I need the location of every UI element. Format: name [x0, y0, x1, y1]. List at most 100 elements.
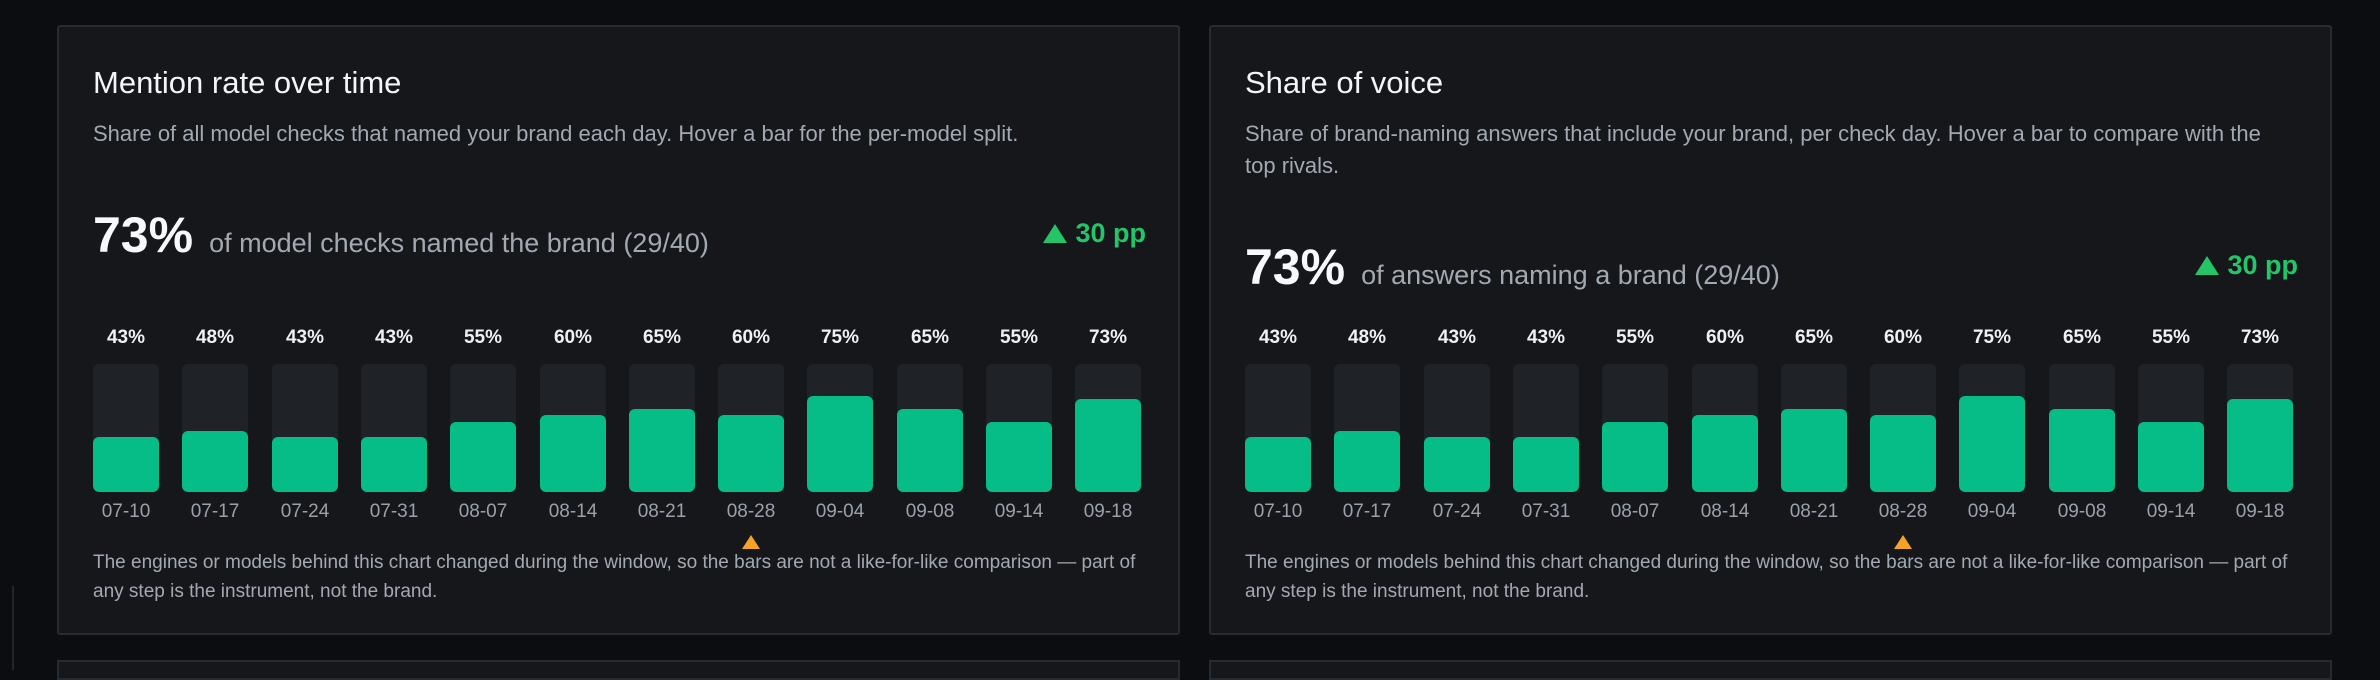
- bar-fill: [1245, 437, 1311, 492]
- kpi-summary: 73% of model checks named the brand (29/…: [93, 205, 709, 265]
- bar-08-21[interactable]: [1781, 364, 1847, 492]
- bar-date-label: 07-10: [101, 501, 151, 522]
- bar-09-14[interactable]: [2138, 364, 2204, 492]
- delta-value: 30 pp: [1075, 218, 1146, 248]
- bar-value-label: 43%: [285, 327, 325, 348]
- bar-value-label: 55%: [2151, 327, 2191, 348]
- triangle-up-icon: [1043, 224, 1068, 243]
- bar-value-label: 48%: [1347, 327, 1387, 348]
- mention-rate-bar-chart: 43% 07-10 48% 07-17 43% 07-24 43% 07-31 55% 08-07…: [93, 27, 1153, 627]
- mention-rate-card: Mention rate over time Share of all mode…: [57, 25, 1180, 635]
- bar-09-14[interactable]: [986, 364, 1052, 492]
- bar-09-08[interactable]: [2049, 364, 2115, 492]
- triangle-up-icon: [2195, 256, 2220, 275]
- bar-date-label: 09-08: [2057, 501, 2107, 522]
- bar-07-17[interactable]: [182, 364, 248, 492]
- bar-date-label: 09-04: [815, 501, 865, 522]
- kpi-summary: 73% of answers naming a brand (29/40): [1245, 237, 1780, 297]
- bar-fill: [182, 431, 248, 492]
- bar-09-18[interactable]: [1075, 364, 1141, 492]
- bar-date-label: 09-08: [905, 501, 955, 522]
- bar-value-label: 55%: [1615, 327, 1655, 348]
- bar-07-10[interactable]: [1245, 364, 1311, 492]
- bar-08-14[interactable]: [1692, 364, 1758, 492]
- bar-value-label: 60%: [1705, 327, 1745, 348]
- kpi-description: of answers naming a brand (29/40): [1361, 260, 1780, 290]
- bar-09-04[interactable]: [1959, 364, 2025, 492]
- bar-value-label: 75%: [1972, 327, 2012, 348]
- bar-07-10[interactable]: [93, 364, 159, 492]
- instrument-change-note: The engines or models behind this chart …: [93, 552, 1136, 602]
- bar-value-label: 43%: [106, 327, 146, 348]
- card-subtitle: Share of brand-naming answers that inclu…: [1245, 121, 2261, 178]
- bar-date-label: 08-07: [458, 501, 508, 522]
- delta-badge: 30 pp: [1043, 218, 1146, 249]
- bar-08-28[interactable]: [1870, 364, 1936, 492]
- delta-value: 30 pp: [2227, 250, 2298, 280]
- bar-fill: [2138, 422, 2204, 492]
- bar-08-07[interactable]: [1602, 364, 1668, 492]
- bar-value-label: 73%: [2240, 327, 2280, 348]
- bar-date-label: 08-28: [726, 501, 776, 522]
- bar-fill: [2049, 409, 2115, 492]
- bar-value-label: 60%: [553, 327, 593, 348]
- bar-date-label: 08-21: [637, 501, 687, 522]
- bar-fill: [1959, 396, 2025, 492]
- bar-08-21[interactable]: [629, 364, 695, 492]
- bar-fill: [1781, 409, 1847, 492]
- bar-value-label: 60%: [731, 327, 771, 348]
- bar-07-24[interactable]: [272, 364, 338, 492]
- bar-fill: [2227, 399, 2293, 492]
- bar-value-label: 73%: [1088, 327, 1128, 348]
- bar-value-label: 43%: [374, 327, 414, 348]
- change-marker-triangle-up-icon[interactable]: [1894, 535, 1912, 549]
- kpi-value: 73%: [1245, 239, 1346, 295]
- bar-value-label: 55%: [999, 327, 1039, 348]
- card-title: Share of voice: [1245, 65, 1444, 100]
- bar-09-18[interactable]: [2227, 364, 2293, 492]
- bar-date-label: 09-18: [2235, 501, 2285, 522]
- bar-fill: [1513, 437, 1579, 492]
- bar-fill: [1075, 399, 1141, 492]
- bar-fill: [1334, 431, 1400, 492]
- bar-fill: [718, 415, 784, 492]
- bar-08-14[interactable]: [540, 364, 606, 492]
- bar-07-31[interactable]: [1513, 364, 1579, 492]
- bar-fill: [807, 396, 873, 492]
- bar-fill: [1870, 415, 1936, 492]
- bar-value-label: 48%: [195, 327, 235, 348]
- bar-date-label: 07-10: [1253, 501, 1303, 522]
- kpi-value: 73%: [93, 207, 194, 263]
- bar-value-label: 55%: [463, 327, 503, 348]
- bar-08-28[interactable]: [718, 364, 784, 492]
- bar-date-label: 07-24: [1432, 501, 1482, 522]
- bar-fill: [450, 422, 516, 492]
- bar-07-31[interactable]: [361, 364, 427, 492]
- change-marker-triangle-up-icon[interactable]: [742, 535, 760, 549]
- next-card-top: [57, 660, 1180, 680]
- bar-fill: [272, 437, 338, 492]
- bar-07-17[interactable]: [1334, 364, 1400, 492]
- instrument-change-note: The engines or models behind this chart …: [1245, 552, 2288, 602]
- bar-date-label: 08-14: [548, 501, 598, 522]
- card-title: Mention rate over time: [93, 65, 402, 100]
- bar-date-label: 07-17: [1342, 501, 1392, 522]
- bar-value-label: 75%: [820, 327, 860, 348]
- bar-date-label: 09-14: [994, 501, 1044, 522]
- bar-09-04[interactable]: [807, 364, 873, 492]
- bar-value-label: 43%: [1437, 327, 1477, 348]
- bar-date-label: 09-14: [2146, 501, 2196, 522]
- bar-fill: [1424, 437, 1490, 492]
- kpi-description: of model checks named the brand (29/40): [209, 228, 709, 258]
- bar-fill: [540, 415, 606, 492]
- bar-value-label: 43%: [1526, 327, 1566, 348]
- bar-date-label: 09-18: [1083, 501, 1133, 522]
- share-of-voice-bar-chart: 43% 07-10 48% 07-17 43% 07-24 43% 07-31 55% 08-07…: [1245, 27, 2305, 627]
- bar-value-label: 65%: [2062, 327, 2102, 348]
- bar-07-24[interactable]: [1424, 364, 1490, 492]
- bar-value-label: 65%: [642, 327, 682, 348]
- bar-fill: [897, 409, 963, 492]
- bar-09-08[interactable]: [897, 364, 963, 492]
- bar-date-label: 08-28: [1878, 501, 1928, 522]
- bar-08-07[interactable]: [450, 364, 516, 492]
